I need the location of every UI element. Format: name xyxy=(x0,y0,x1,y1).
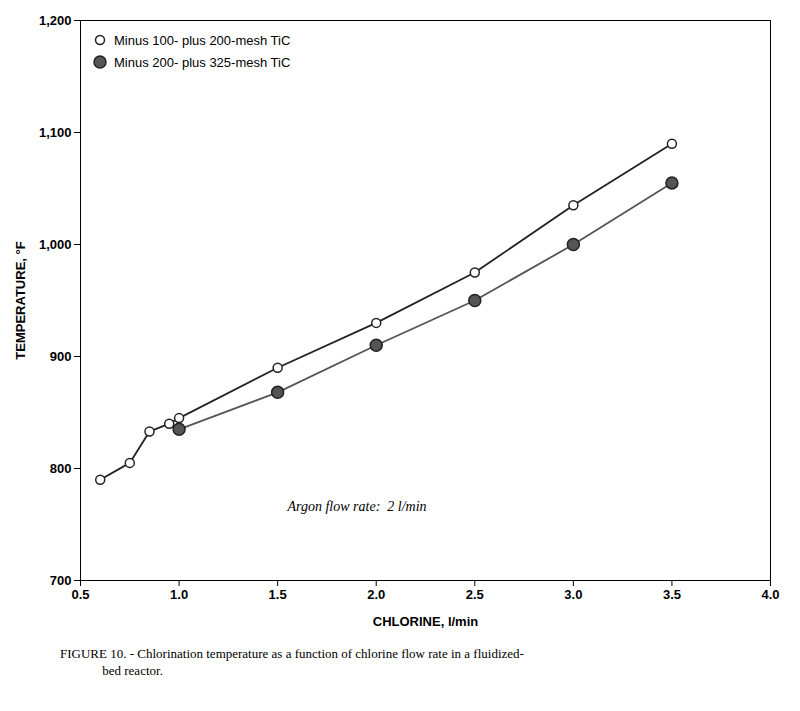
svg-text:2.0: 2.0 xyxy=(367,587,385,602)
svg-text:800: 800 xyxy=(50,461,72,476)
svg-text:1,100: 1,100 xyxy=(39,125,72,140)
svg-text:1,000: 1,000 xyxy=(39,237,72,252)
svg-text:1.5: 1.5 xyxy=(269,587,287,602)
html-text:Minus 200- plus 325-mesh TiC: Minus 200- plus 325-mesh TiC xyxy=(114,54,291,70)
svg-text:0.5: 0.5 xyxy=(71,587,89,602)
svg-text:900: 900 xyxy=(50,349,72,364)
svg-text:3.0: 3.0 xyxy=(564,587,582,602)
svg-text:700: 700 xyxy=(50,573,72,588)
svg-text:TEMPERATURE, °F: TEMPERATURE, °F xyxy=(13,241,28,359)
html-text:FIGURE 10. - Chlorination temp: FIGURE 10. - Chlorination temperature as… xyxy=(60,646,524,678)
svg-text:1.0: 1.0 xyxy=(170,587,188,602)
svg-text:Argon flow rate: 2 l/min: Argon flow rate: 2 l/min xyxy=(287,499,427,514)
svg-text:2.5: 2.5 xyxy=(466,587,484,602)
svg-text:1,200: 1,200 xyxy=(39,13,72,28)
svg-text:4.0: 4.0 xyxy=(761,587,779,602)
svg-text:3.5: 3.5 xyxy=(663,587,681,602)
html-text:Minus 100- plus 200-mesh TiC: Minus 100- plus 200-mesh TiC xyxy=(114,32,291,48)
svg-text:CHLORINE, l/min: CHLORINE, l/min xyxy=(373,614,479,629)
